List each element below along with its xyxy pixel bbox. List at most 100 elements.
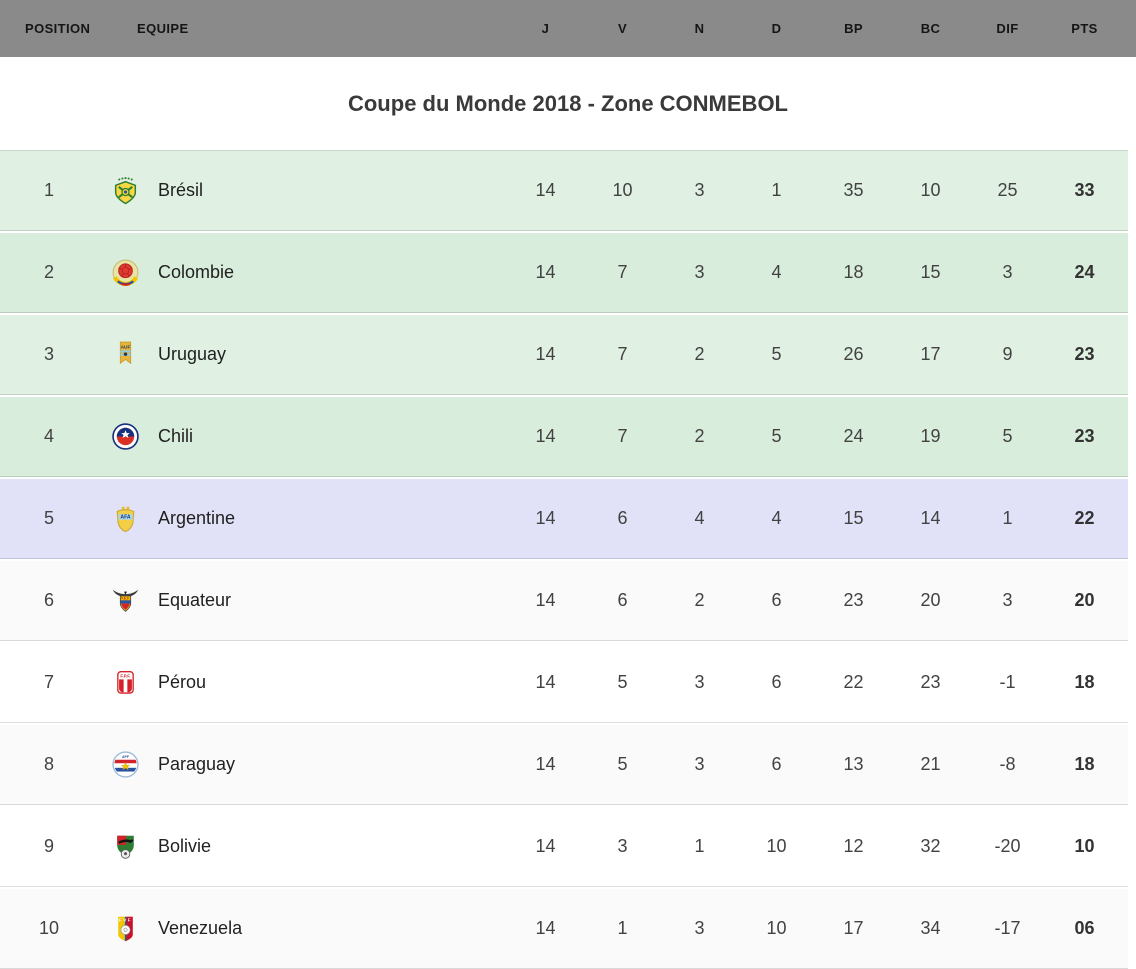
standings-header: POSITION EQUIPE J V N D BP BC DIF PTS <box>0 0 1136 57</box>
position-cell: 4 <box>43 426 54 446</box>
stat-goals-for: 22 <box>843 672 864 692</box>
column-header-dif: DIF <box>996 21 1019 36</box>
stat-points: 10 <box>1074 836 1095 856</box>
position-cell: 6 <box>43 590 54 610</box>
team-cell[interactable]: Brésil <box>98 176 507 205</box>
crest-ecuador-icon <box>111 586 140 615</box>
stat-goal-diff: -8 <box>999 754 1016 774</box>
position-cell: 5 <box>43 508 54 528</box>
stat-draws: 4 <box>694 508 705 528</box>
stat-draws: 1 <box>694 836 705 856</box>
stat-goals-for: 18 <box>843 262 864 282</box>
stat-losses: 6 <box>771 590 782 610</box>
stat-losses: 6 <box>771 672 782 692</box>
stat-draws: 3 <box>694 918 705 938</box>
stat-points: 23 <box>1074 426 1095 446</box>
column-header-v: V <box>617 21 628 36</box>
team-cell[interactable]: Colombie <box>98 258 507 287</box>
stat-played: 14 <box>535 344 556 364</box>
stat-points: 24 <box>1074 262 1095 282</box>
stat-goals-against: 21 <box>920 754 941 774</box>
stat-losses: 5 <box>771 344 782 364</box>
stat-losses: 1 <box>771 180 782 200</box>
stat-points: 33 <box>1074 180 1095 200</box>
stat-goals-for: 24 <box>843 426 864 446</box>
stat-wins: 7 <box>617 262 628 282</box>
crest-peru-icon <box>111 668 140 697</box>
stat-goal-diff: 25 <box>997 180 1018 200</box>
column-header-j: J <box>541 21 550 36</box>
stat-losses: 4 <box>771 262 782 282</box>
table-row: 1 Brésil 14 10 3 1 35 10 25 33 <box>0 150 1128 231</box>
team-name: Equateur <box>158 590 232 610</box>
stat-wins: 5 <box>617 672 628 692</box>
stat-goal-diff: 9 <box>1002 344 1013 364</box>
stat-goals-for: 17 <box>843 918 864 938</box>
stat-goals-against: 34 <box>920 918 941 938</box>
stat-draws: 3 <box>694 672 705 692</box>
stat-wins: 7 <box>617 344 628 364</box>
stat-played: 14 <box>535 426 556 446</box>
stat-draws: 2 <box>694 344 705 364</box>
stat-goal-diff: -1 <box>999 672 1016 692</box>
stat-goals-for: 23 <box>843 590 864 610</box>
stat-wins: 6 <box>617 508 628 528</box>
stat-played: 14 <box>535 508 556 528</box>
stat-goals-against: 14 <box>920 508 941 528</box>
table-row: 8 Paraguay 14 5 3 6 13 21 -8 18 <box>0 725 1128 805</box>
team-name: Colombie <box>158 262 235 282</box>
stat-points: 23 <box>1074 344 1095 364</box>
column-header-position: POSITION <box>25 21 91 36</box>
table-row: 4 Chili 14 7 2 5 24 19 5 23 <box>0 397 1128 477</box>
team-cell[interactable]: Chili <box>98 422 507 451</box>
crest-chile-icon <box>111 422 140 451</box>
stat-played: 14 <box>535 836 556 856</box>
team-cell[interactable]: Equateur <box>98 586 507 615</box>
stat-goal-diff: 3 <box>1002 590 1013 610</box>
team-name: Venezuela <box>158 918 243 938</box>
stat-draws: 2 <box>694 426 705 446</box>
stat-goal-diff: -20 <box>994 836 1021 856</box>
team-cell[interactable]: Pérou <box>98 668 507 697</box>
standings-rows: 1 Brésil 14 10 3 1 35 10 25 33 2 Colombi… <box>0 150 1128 969</box>
stat-goal-diff: 5 <box>1002 426 1013 446</box>
table-row: 7 Pérou 14 5 3 6 22 23 -1 18 <box>0 643 1128 723</box>
stat-goals-against: 10 <box>920 180 941 200</box>
team-cell[interactable]: Venezuela <box>98 914 507 943</box>
crest-uruguay-icon <box>111 340 140 369</box>
page-title: Coupe du Monde 2018 - Zone CONMEBOL <box>347 90 788 116</box>
table-row: 3 Uruguay 14 7 2 5 26 17 9 23 <box>0 315 1128 395</box>
team-name: Uruguay <box>158 344 227 364</box>
stat-points: 18 <box>1074 754 1095 774</box>
stat-losses: 10 <box>766 836 787 856</box>
stat-points: 22 <box>1074 508 1095 528</box>
stat-wins: 5 <box>617 754 628 774</box>
stat-losses: 10 <box>766 918 787 938</box>
table-row: 10 Venezuela 14 1 3 10 17 34 -17 06 <box>0 889 1128 969</box>
team-name: Bolivie <box>158 836 212 856</box>
crest-colombia-icon <box>111 258 140 287</box>
column-header-bc: BC <box>920 21 941 36</box>
stat-goals-against: 19 <box>920 426 941 446</box>
team-cell[interactable]: Paraguay <box>98 750 507 779</box>
crest-bolivia-icon <box>111 832 140 861</box>
stat-goals-for: 35 <box>843 180 864 200</box>
stat-goals-for: 26 <box>843 344 864 364</box>
stat-draws: 3 <box>694 180 705 200</box>
column-header-n: N <box>694 21 705 36</box>
position-cell: 2 <box>43 262 54 282</box>
stat-played: 14 <box>535 180 556 200</box>
team-cell[interactable]: Bolivie <box>98 832 507 861</box>
stat-goals-for: 13 <box>843 754 864 774</box>
stat-losses: 6 <box>771 754 782 774</box>
stat-wins: 7 <box>617 426 628 446</box>
crest-argentina-icon <box>111 504 140 533</box>
stat-played: 14 <box>535 262 556 282</box>
team-cell[interactable]: Argentine <box>98 504 507 533</box>
table-row: 2 Colombie 14 7 3 4 18 15 3 24 <box>0 233 1128 313</box>
stat-goals-for: 15 <box>843 508 864 528</box>
stat-played: 14 <box>535 754 556 774</box>
stat-draws: 3 <box>694 754 705 774</box>
stat-goals-for: 12 <box>843 836 864 856</box>
team-cell[interactable]: Uruguay <box>98 340 507 369</box>
